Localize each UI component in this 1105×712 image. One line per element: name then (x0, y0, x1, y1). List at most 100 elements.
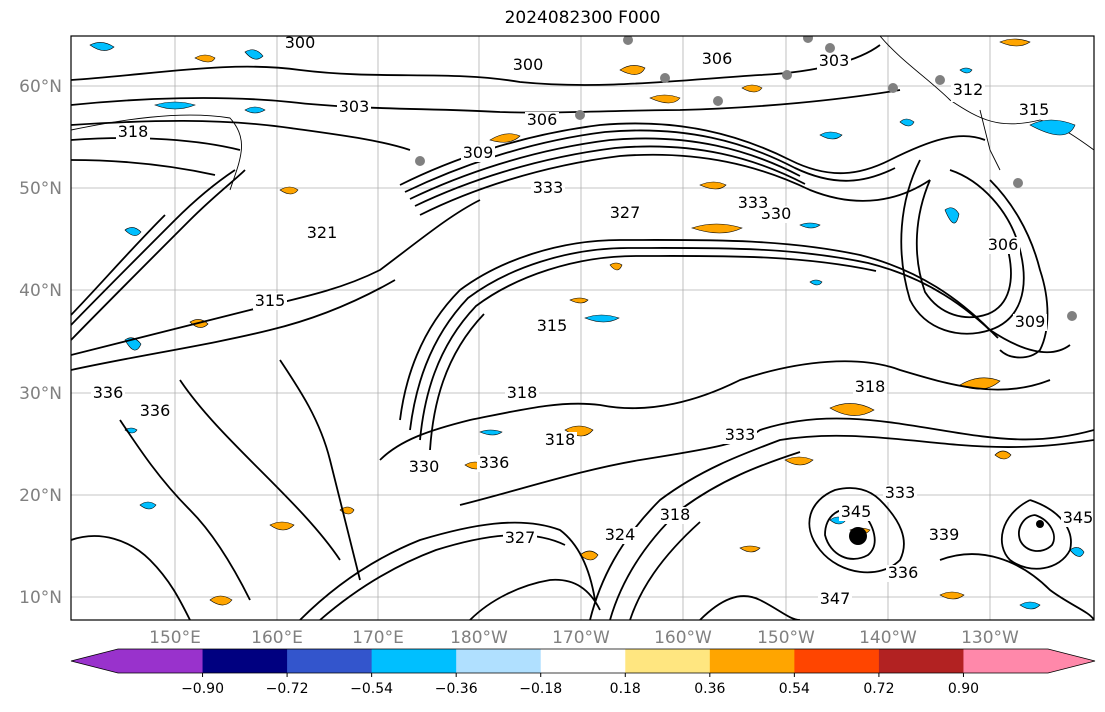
colorbar-tick-label: −0.72 (266, 681, 309, 697)
contour-label-bg (723, 427, 757, 444)
colorbar-segment (118, 649, 204, 673)
contour-label: 339 (929, 525, 960, 544)
contour-label-bg (853, 379, 887, 396)
colorbar-tick-label: −0.18 (519, 681, 562, 697)
contour-label-bg (700, 51, 734, 68)
cyclone-center (849, 527, 867, 545)
contour-label: 300 (513, 55, 544, 74)
contour-label: 336 (140, 401, 171, 420)
colorbar-tick-label: 0.18 (610, 681, 641, 697)
contour-label-bg (736, 195, 770, 212)
contour-label: 309 (463, 143, 494, 162)
contour-label-bg (951, 82, 985, 99)
contour-label: 321 (307, 223, 338, 242)
colorbar: −0.90 −0.72 −0.54 −0.36 −0.18 0.18 0.36 0.54 0.7… (70, 648, 1096, 697)
contour-label: 330 (409, 457, 440, 476)
lat-label: 60°N (19, 77, 62, 97)
contour-label: 333 (885, 483, 916, 502)
map-title: 2024082300 F000 (504, 8, 661, 28)
cyclone-center-east (1036, 520, 1044, 528)
colorbar-segment (625, 649, 711, 673)
contour-label: 300 (285, 33, 316, 52)
contour-label: 324 (605, 525, 636, 544)
contour-label: 315 (537, 316, 568, 335)
contour-label-bg (818, 591, 852, 608)
contour-label-bg (138, 403, 172, 420)
colorbar-tick-label: 0.36 (694, 681, 725, 697)
latitude-labels: 60°N 50°N 40°N 30°N 20°N 10°N (19, 77, 62, 608)
contour-label-bg (91, 385, 125, 402)
contour-label: 333 (725, 425, 756, 444)
colorbar-tick-label: −0.90 (181, 681, 224, 697)
colorbar-tick-label: 0.90 (948, 681, 979, 697)
colorbar-extend-min (71, 649, 118, 673)
contour-label-bg (283, 36, 317, 52)
contour-label-bg (608, 205, 642, 222)
pressure-centers (415, 36, 1077, 321)
contour-label: 315 (255, 291, 286, 310)
contour-label: 309 (1015, 312, 1046, 331)
contour-label-bg (535, 318, 569, 335)
lon-label: 170°W (552, 628, 610, 648)
contour-label-bg (986, 237, 1020, 254)
contour-label-bg (503, 530, 537, 547)
contour-label-bg (253, 293, 287, 310)
contour-label-bg (817, 53, 851, 70)
contour-label: 306 (527, 110, 558, 129)
colorbar-segment (963, 649, 1049, 673)
contour-label-bg (531, 180, 565, 197)
colorbar-segment (794, 649, 880, 673)
contour-label-bg (511, 57, 545, 74)
contour-label-bg (305, 225, 339, 242)
contour-label: 327 (505, 528, 536, 547)
contour-label-bg (1061, 510, 1094, 527)
lon-label: 150°W (757, 628, 815, 648)
contour-label: 318 (507, 383, 538, 402)
contour-label-bg (477, 455, 511, 472)
map-area: 300 300 303 306 303 306 309 312 318 318 321 327 330 3… (71, 33, 1094, 620)
contour-label-bg (658, 507, 692, 524)
positive-anomaly-patches (189, 38, 1031, 606)
contour-label-bg (886, 565, 920, 582)
contour-label-bg (1013, 314, 1047, 331)
contour-label: 327 (610, 203, 641, 222)
contour-label-bg (883, 485, 917, 502)
colorbar-tick-label: 0.54 (779, 681, 810, 697)
colorbar-segment (287, 649, 373, 673)
lat-label: 20°N (19, 486, 62, 506)
lat-label: 40°N (19, 281, 62, 301)
colorbar-segment (709, 649, 795, 673)
contour-label-bg (525, 112, 559, 129)
contour-label: 318 (660, 505, 691, 524)
lon-label: 130°W (961, 628, 1019, 648)
colorbar-segment (456, 649, 542, 673)
contour-label-bg (116, 124, 150, 141)
contour-label-bg (839, 504, 873, 521)
colorbar-segment (202, 649, 288, 673)
contour-label: 333 (738, 193, 769, 212)
contour-label-bg (407, 459, 441, 476)
contour-label: 333 (533, 178, 564, 197)
lon-label: 160°W (654, 628, 712, 648)
colorbar-extend-max (1048, 649, 1095, 673)
contour-label: 345 (1063, 508, 1094, 527)
contour-label: 303 (339, 97, 370, 116)
lat-label: 50°N (19, 179, 62, 199)
lon-label: 180°W (450, 628, 508, 648)
negative-anomaly-patches (89, 42, 1085, 610)
contour-label: 315 (1019, 100, 1050, 119)
contour-label: 306 (702, 49, 733, 68)
contour-label: 336 (888, 563, 919, 582)
contour-label-bg (603, 527, 637, 544)
colorbar-outline (70, 648, 1096, 674)
longitude-labels: 150°E 160°E 170°E 180°W 170°W 160°W 150°… (149, 628, 1019, 648)
contour-label: 347 (820, 589, 851, 608)
contour-label-bg (927, 527, 961, 544)
lat-label: 30°N (19, 384, 62, 404)
lon-label: 150°E (149, 628, 201, 648)
contour-label-bg (543, 432, 577, 449)
contour-label-bg (337, 99, 371, 116)
colorbar-tick-label: −0.54 (350, 681, 393, 697)
contour-label: 312 (953, 80, 984, 99)
